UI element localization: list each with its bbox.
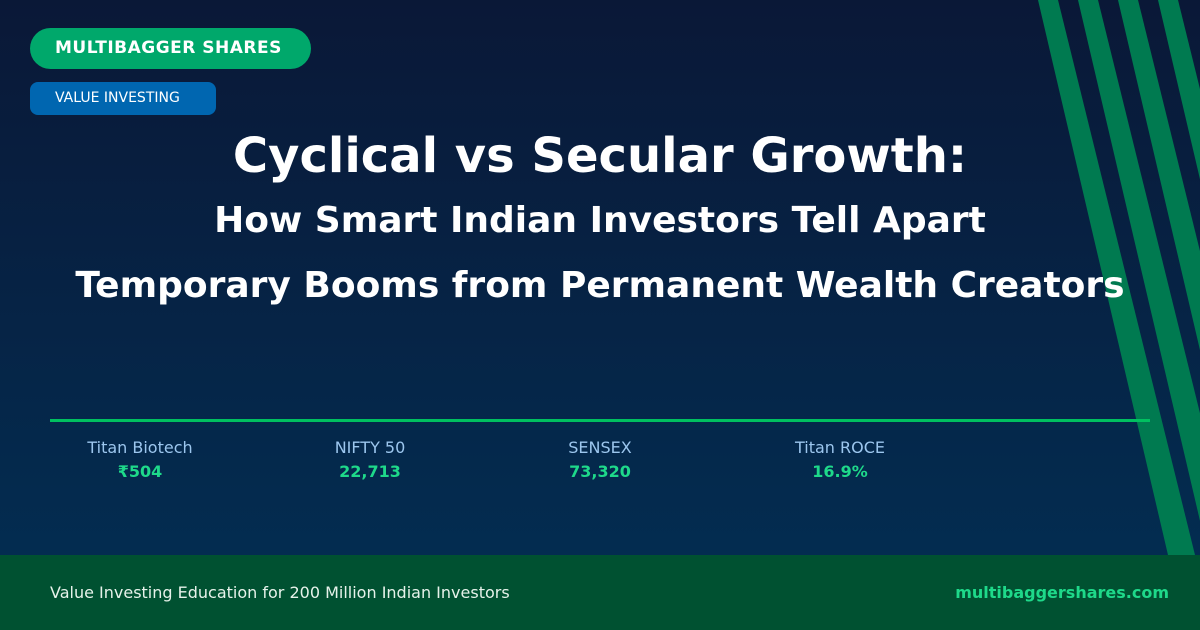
stripe (1078, 0, 1200, 521)
footer: Value Investing Education for 200 Millio… (0, 555, 1200, 630)
stat-label: SENSEX (568, 438, 632, 457)
stat-label: Titan ROCE (794, 438, 886, 457)
brand-badge: MULTIBAGGER SHARES (30, 28, 311, 69)
stripe (1038, 0, 1195, 555)
stripe (1158, 0, 1200, 180)
title-line-1: Cyclical vs Secular Growth: (232, 128, 968, 184)
stat-sensex: SENSEX 73,320 (500, 438, 700, 481)
site-link[interactable]: multibaggershares.com (955, 583, 1169, 602)
stripe (1118, 0, 1200, 351)
stat-label: NIFTY 50 (334, 438, 406, 457)
stat-value: 22,713 (339, 462, 401, 481)
stat-nifty-50: NIFTY 50 22,713 (270, 438, 470, 481)
stat-value: 16.9% (812, 462, 868, 481)
decorative-stripes (1038, 0, 1200, 555)
stat-label: Titan Biotech (87, 438, 193, 457)
stat-titan-biotech: Titan Biotech ₹504 (40, 438, 240, 481)
title-line-2: How Smart Indian Investors Tell Apart (214, 200, 986, 241)
divider (50, 419, 1150, 422)
footer-tagline: Value Investing Education for 200 Millio… (50, 583, 510, 602)
stat-titan-roce: Titan ROCE 16.9% (740, 438, 940, 481)
stat-value: ₹504 (117, 462, 163, 481)
title-line-3: Temporary Booms from Permanent Wealth Cr… (75, 265, 1125, 306)
category-badge: VALUE INVESTING (30, 82, 216, 115)
stat-value: 73,320 (569, 462, 631, 481)
